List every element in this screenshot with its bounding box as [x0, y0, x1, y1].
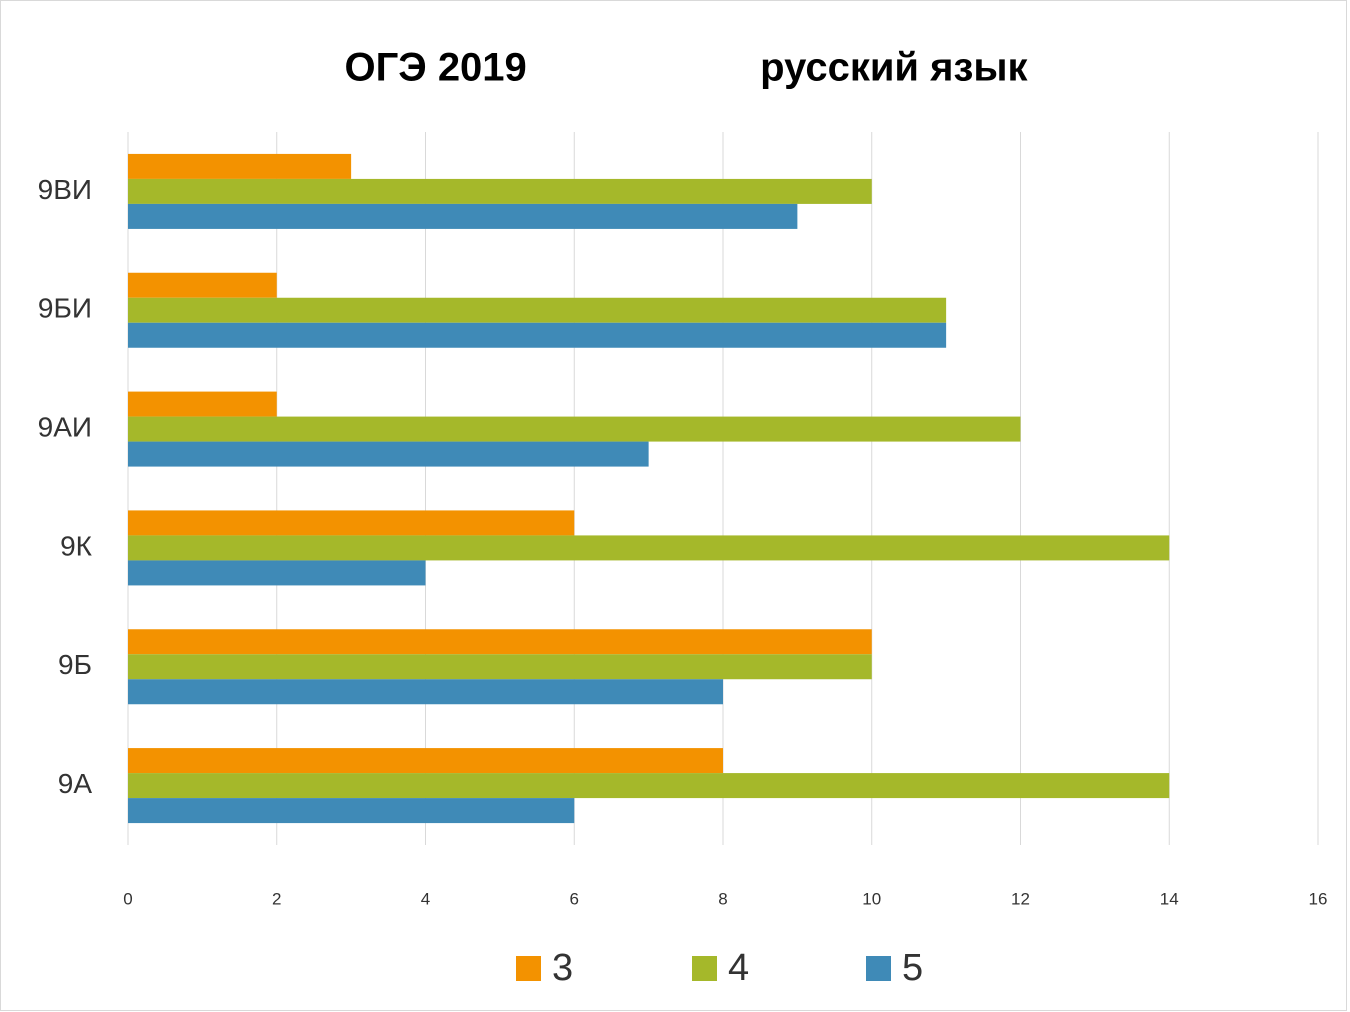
x-tick-label: 2: [272, 889, 281, 908]
x-tick-label: 4: [421, 889, 430, 908]
chart-title: ОГЭ 2019 русский язык: [344, 46, 1028, 90]
bar: [128, 178, 872, 204]
bar: [128, 297, 947, 323]
y-tick-label: 9А: [58, 768, 93, 799]
x-tick-label: 8: [718, 889, 727, 908]
bar: [128, 654, 872, 680]
legend-swatch: [516, 956, 541, 981]
bar: [128, 416, 1021, 442]
bar: [128, 798, 575, 824]
y-tick-label: 9АИ: [38, 411, 92, 442]
legend-label: 4: [728, 947, 749, 989]
bar: [128, 535, 1170, 561]
bar: [128, 203, 798, 229]
x-tick-label: 6: [570, 889, 579, 908]
bar: [128, 773, 1170, 799]
bar: [128, 560, 426, 586]
bar: [128, 153, 352, 179]
y-tick-label: 9К: [60, 530, 93, 561]
bar: [128, 629, 872, 655]
x-tick-label: 14: [1160, 889, 1179, 908]
y-tick-label: 9Б: [58, 649, 92, 680]
bar: [128, 441, 649, 467]
y-tick-label: 9ВИ: [38, 174, 92, 205]
bar: [128, 748, 723, 774]
legend-swatch: [692, 956, 717, 981]
legend-swatch: [866, 956, 891, 981]
bar: [128, 322, 947, 348]
bar: [128, 679, 723, 705]
x-tick-label: 10: [862, 889, 881, 908]
legend-label: 5: [902, 947, 923, 989]
x-tick-label: 12: [1011, 889, 1030, 908]
y-tick-label: 9БИ: [38, 293, 92, 324]
bar: [128, 510, 575, 536]
x-tick-label: 0: [123, 889, 132, 908]
x-tick-label: 16: [1309, 889, 1328, 908]
legend-label: 3: [552, 947, 573, 989]
bar: [128, 391, 277, 417]
bar: [128, 272, 277, 298]
